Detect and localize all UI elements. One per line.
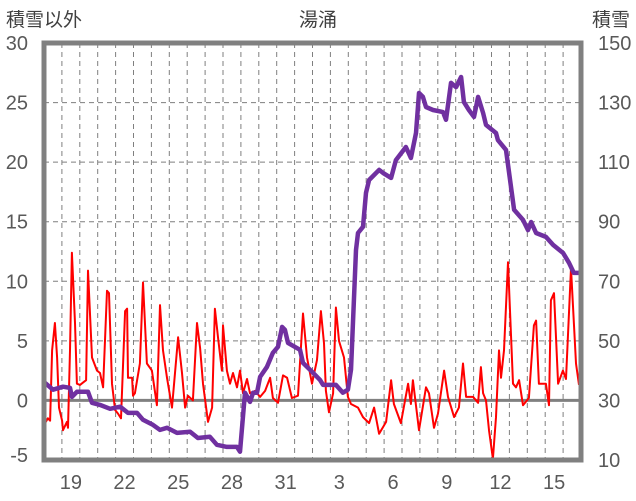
left-y-tick-label: -5 bbox=[10, 445, 28, 467]
chart-title: 湯涌 bbox=[299, 9, 337, 31]
snow-depth-line bbox=[43, 74, 580, 454]
left-y-tick-label: 30 bbox=[6, 33, 28, 55]
right-y-tick-label: 110 bbox=[598, 152, 630, 174]
x-tick-label: 28 bbox=[221, 472, 243, 494]
right-y-tick-label: 10 bbox=[598, 450, 620, 472]
x-tick-label: 25 bbox=[167, 472, 189, 494]
x-tick-label: 15 bbox=[543, 472, 565, 494]
x-tick-label: 12 bbox=[489, 472, 511, 494]
plot-border bbox=[41, 40, 584, 463]
non-snow-line bbox=[44, 251, 580, 460]
x-tick-label: 9 bbox=[441, 472, 452, 494]
gridlines bbox=[44, 43, 581, 460]
x-tick-label: 6 bbox=[387, 472, 398, 494]
left-y-tick-label: 0 bbox=[17, 390, 28, 412]
x-tick-label: 22 bbox=[113, 472, 135, 494]
right-y-tick-label: 90 bbox=[598, 212, 620, 234]
x-tick-label: 3 bbox=[334, 472, 345, 494]
tick-labels: -5 0 5 10 15 20 25 30 10 30 50 70 90 110 130 150 19 22 25 2… bbox=[6, 33, 632, 494]
left-y-tick-label: 20 bbox=[6, 152, 28, 174]
left-y-tick-label: 15 bbox=[6, 212, 28, 234]
left-y-tick-label: 25 bbox=[6, 93, 28, 115]
x-tick-label: 19 bbox=[60, 472, 82, 494]
right-axis-title: 積雪 bbox=[592, 9, 630, 31]
series-group bbox=[43, 74, 580, 460]
right-y-tick-label: 30 bbox=[598, 390, 620, 412]
left-axis-title: 積雪以外 bbox=[6, 9, 82, 31]
left-y-tick-label: 5 bbox=[17, 331, 28, 353]
right-y-tick-label: 150 bbox=[598, 33, 631, 55]
x-tick-label: 31 bbox=[275, 472, 297, 494]
left-y-tick-label: 10 bbox=[6, 271, 28, 293]
right-y-tick-label: 130 bbox=[598, 93, 631, 115]
right-y-tick-label: 50 bbox=[598, 331, 620, 353]
right-y-tick-label: 70 bbox=[598, 271, 620, 293]
plot-frame bbox=[41, 40, 584, 463]
